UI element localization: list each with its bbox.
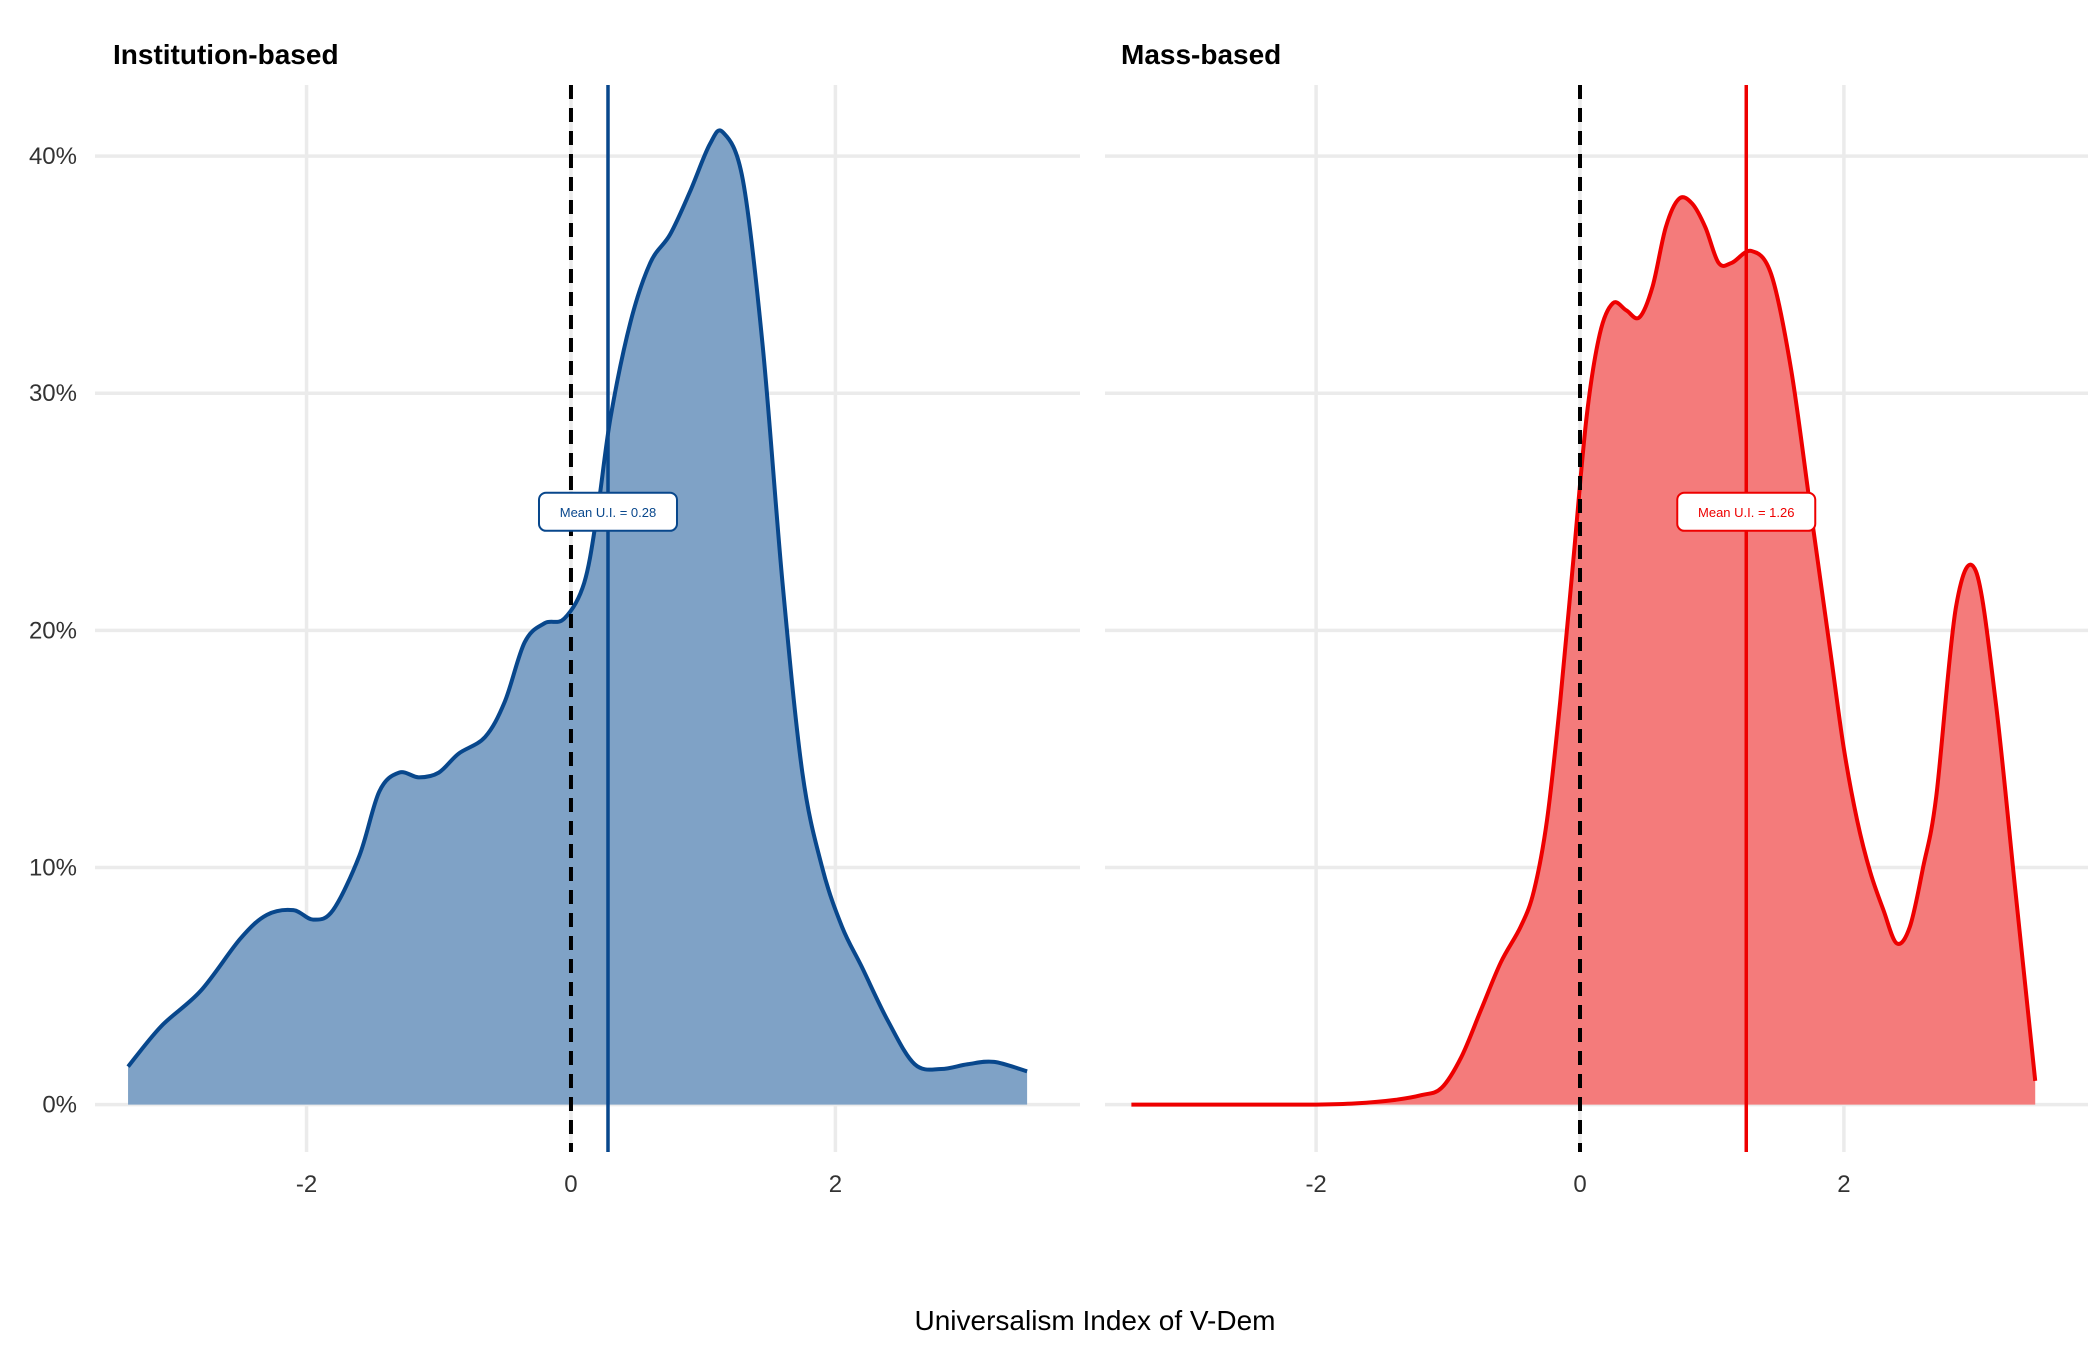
panel-title-mass: Mass-based bbox=[1121, 39, 1281, 70]
x-tick-label: -2 bbox=[296, 1171, 317, 1198]
y-tick-label: 40% bbox=[29, 143, 77, 170]
density-line bbox=[1131, 195, 2038, 1107]
y-tick-label: 20% bbox=[29, 617, 77, 644]
density-area bbox=[1131, 197, 2036, 1105]
x-tick-label: 2 bbox=[1837, 1171, 1850, 1198]
mean-annotation-box bbox=[1676, 491, 1817, 532]
panel-title-institution: Institution-based bbox=[113, 39, 339, 70]
y-tick-label: 10% bbox=[29, 854, 77, 881]
mean-annotation-box bbox=[537, 491, 678, 532]
mean-annotation-label: Mean U.I. = 1.26 bbox=[1698, 505, 1794, 520]
density-line bbox=[126, 128, 1028, 1074]
x-tick-label: 2 bbox=[829, 1171, 842, 1198]
panel-mass-based: Mass-based Mean U.I. = 1.26 -2 0 2 bbox=[1105, 39, 2088, 1198]
y-axis: 0% 10% 20% 30% 40% bbox=[29, 143, 77, 1118]
mean-annotation-label: Mean U.I. = 0.28 bbox=[560, 505, 656, 520]
x-tick-label: -2 bbox=[1305, 1171, 1326, 1198]
x-tick-label: 0 bbox=[1573, 1171, 1586, 1198]
x-tick-label: 0 bbox=[564, 1171, 577, 1198]
panel-institution-based: Institution-based Mean U.I. = 0.28 -2 0 2 bbox=[95, 39, 1080, 1198]
x-axis-label: Universalism Index of V-Dem bbox=[914, 1305, 1275, 1336]
y-tick-label: 30% bbox=[29, 380, 77, 407]
density-area bbox=[128, 130, 1028, 1105]
y-tick-label: 0% bbox=[42, 1092, 77, 1119]
